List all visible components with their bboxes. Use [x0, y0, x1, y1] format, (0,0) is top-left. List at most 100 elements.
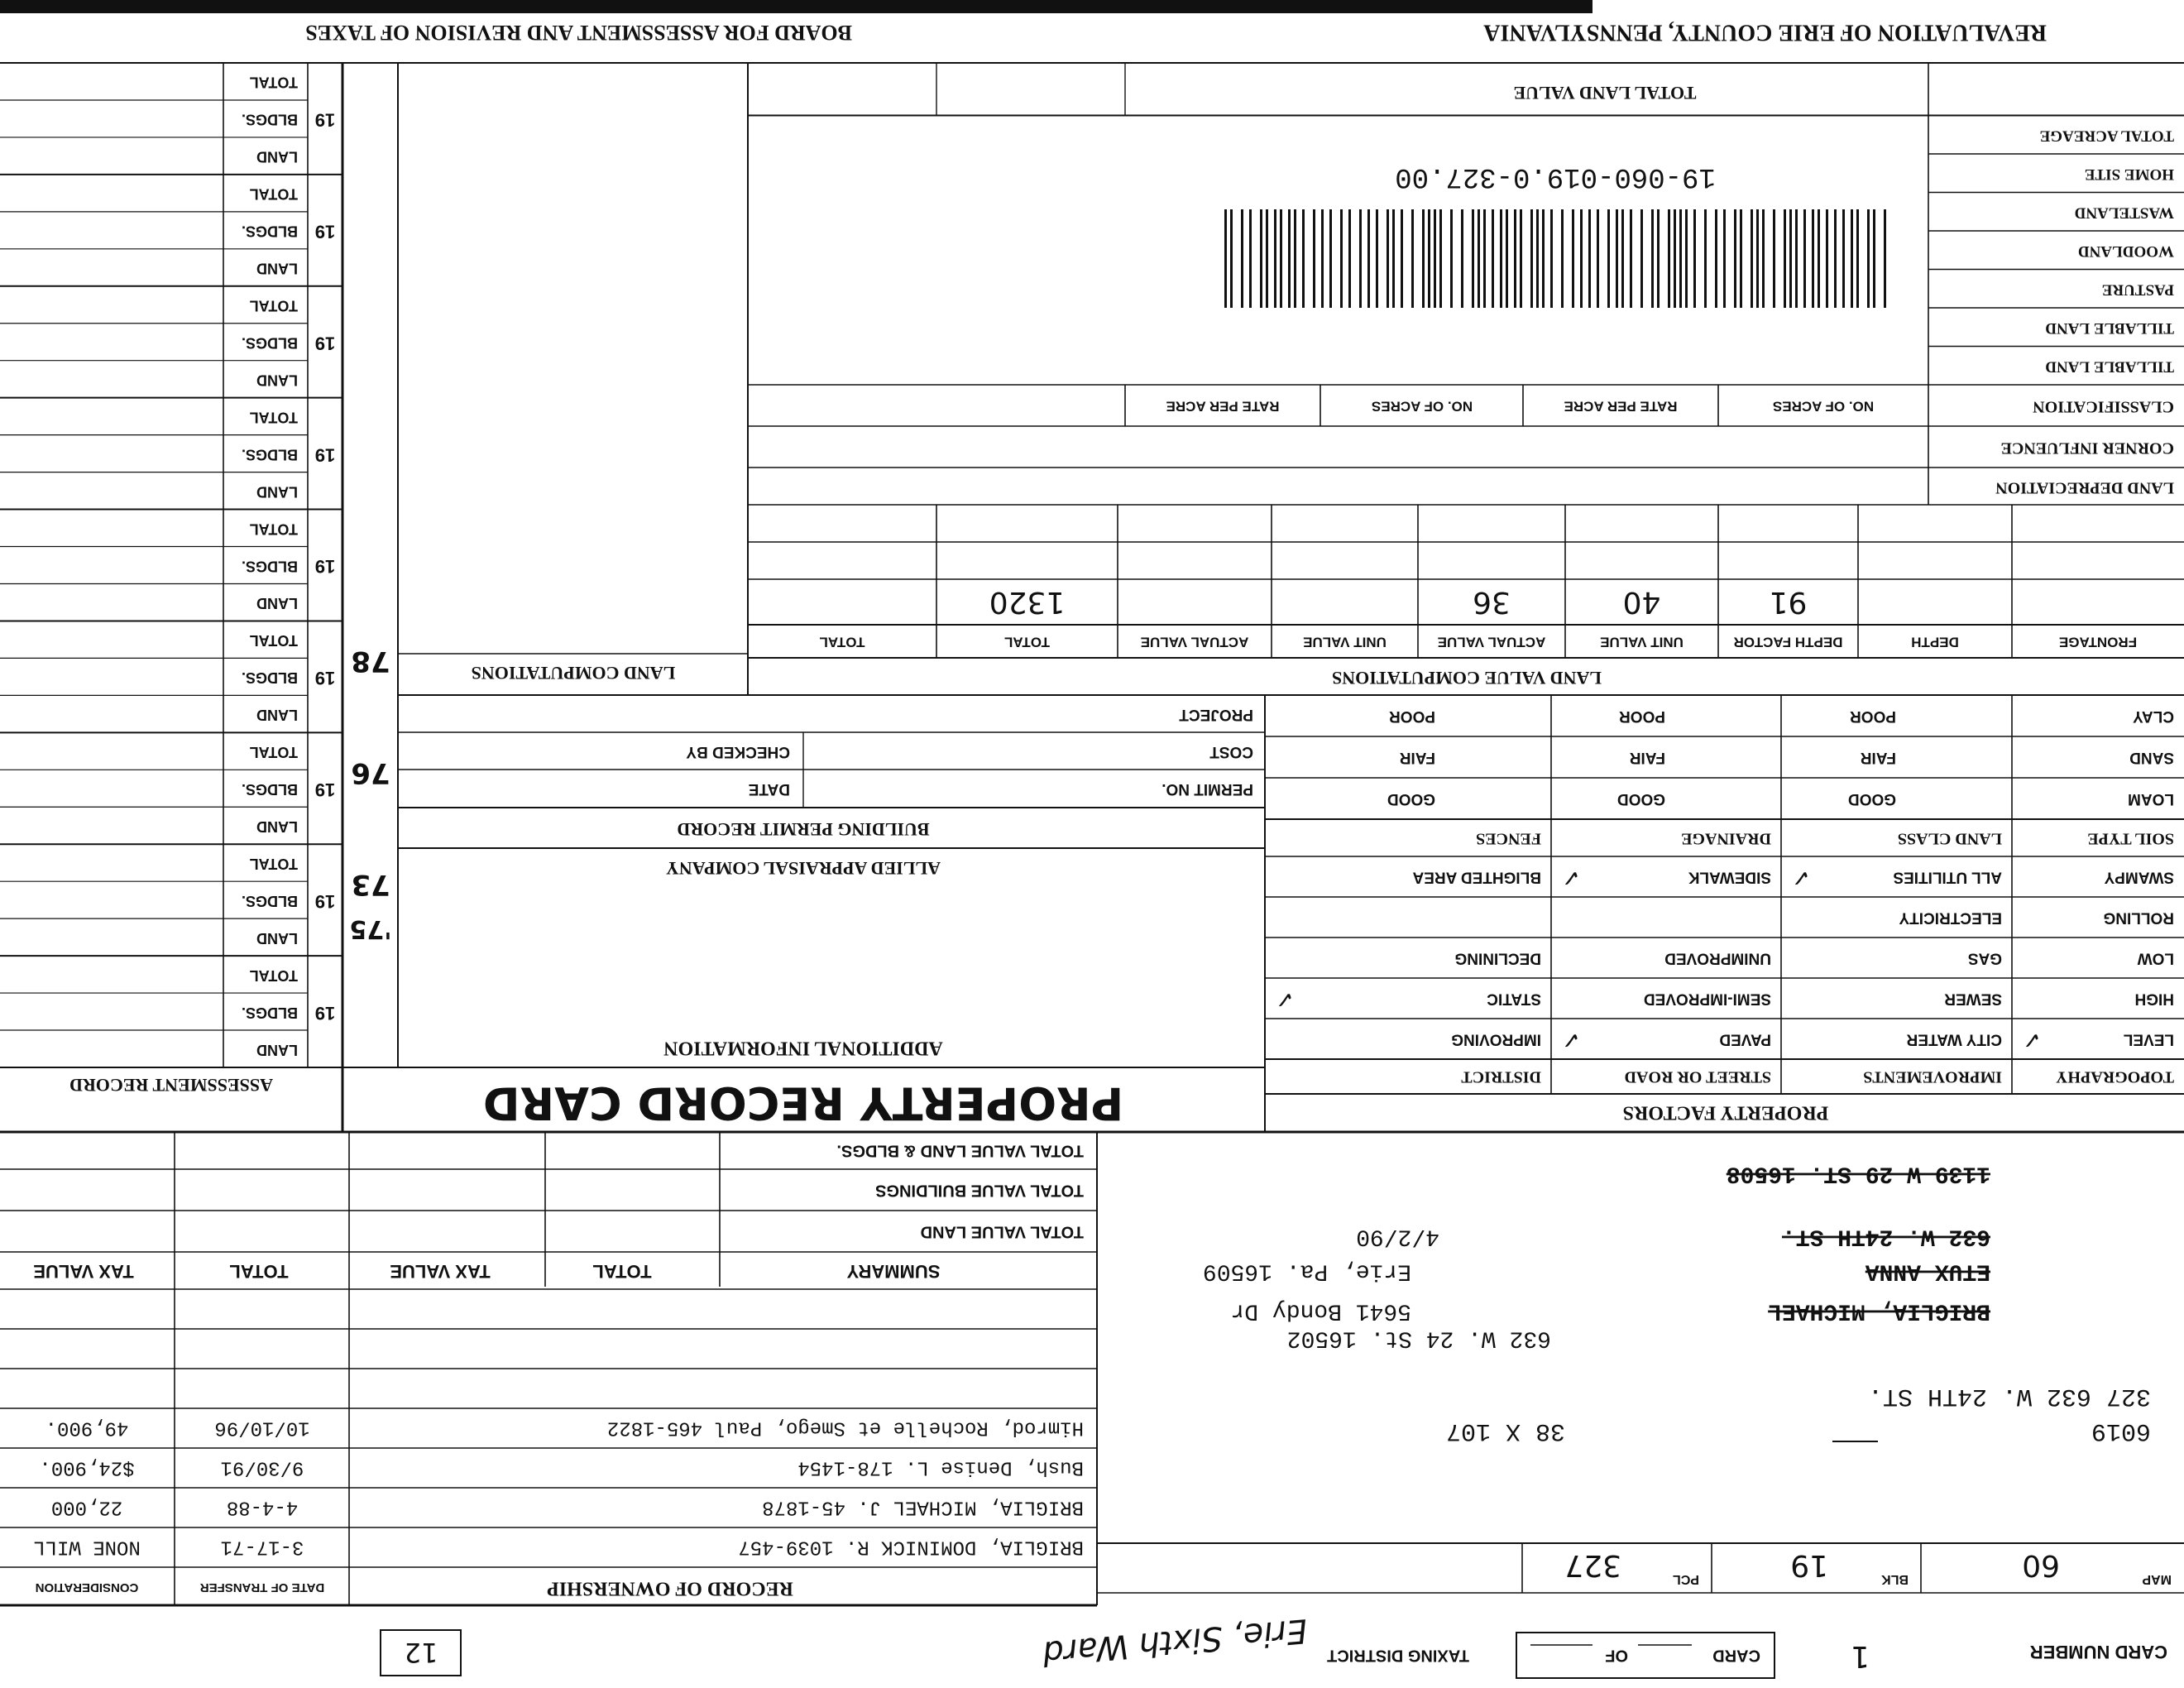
- barcode-bar: [1266, 209, 1268, 308]
- label: TAX VALUE: [33, 1261, 133, 1282]
- handwritten: 36: [1473, 585, 1511, 619]
- handwritten-year: 76: [351, 756, 390, 789]
- barcode-bar: [1715, 209, 1717, 308]
- barcode-bar: [1795, 209, 1798, 308]
- label: IMPROVEMENTS: [1863, 1067, 2002, 1086]
- label: TOTAL ACREAGE: [2040, 127, 2174, 145]
- handwritten: 40: [1623, 585, 1661, 619]
- row-label: BLDGS.: [242, 446, 298, 463]
- label: TOTAL LAND VALUE: [1514, 83, 1697, 103]
- consideration: $24,900.: [39, 1456, 134, 1479]
- barcode-bar: [1514, 209, 1516, 308]
- handwritten: 12: [405, 1637, 438, 1668]
- label: ALLIED APPRAISAL COMPANY: [666, 858, 941, 879]
- label: DATE: [749, 780, 790, 798]
- barcode-bar: [1773, 209, 1775, 308]
- column-header: UNIT VALUE: [1303, 635, 1387, 650]
- barcode-bar: [1230, 209, 1233, 308]
- factor: PAVED: [1719, 1030, 1771, 1048]
- row-label: TOTAL: [250, 520, 298, 537]
- label: TOTAL: [229, 1261, 288, 1282]
- row-label: TOTAL: [250, 74, 298, 91]
- row-label: BLDGS.: [242, 893, 298, 909]
- barcode-bar: [1392, 209, 1395, 308]
- label: 6019: [2091, 1417, 2151, 1445]
- row-label: BLDGS.: [242, 112, 298, 128]
- box: [1516, 1632, 1775, 1679]
- label: SUMMARY: [846, 1261, 940, 1282]
- column-header: TOTAL: [819, 635, 864, 650]
- owner-name: BRIGLIA, DOMINICK R. 1039-457: [738, 1536, 1084, 1558]
- barcode-bar: [1472, 209, 1474, 308]
- factor: FAIR: [1629, 749, 1665, 766]
- transfer-date: 3-17-71: [221, 1536, 304, 1558]
- factor: POOR: [1389, 707, 1435, 725]
- barcode-bar: [1224, 209, 1227, 308]
- barcode-bar: [1428, 209, 1430, 308]
- year-prefix: 19: [315, 668, 335, 688]
- row-label: LAND: [256, 372, 298, 388]
- label: CLASSIFICATION: [2033, 397, 2174, 415]
- column-header: DEPTH: [1911, 635, 1959, 650]
- barcode-bar: [1588, 209, 1591, 308]
- label: RECORD OF OWNERSHIP: [547, 1577, 793, 1599]
- factor: FAIR: [1399, 749, 1435, 766]
- year-prefix: 19: [315, 891, 335, 912]
- consideration: 49,900.: [46, 1417, 129, 1439]
- factor: ROLLING: [2104, 909, 2175, 926]
- barcode-bar: [1359, 209, 1362, 308]
- barcode-bar: [1434, 209, 1436, 308]
- label: BUILDING PERMIT RECORD: [677, 819, 929, 840]
- barcode-bar: [1762, 209, 1765, 308]
- handwritten: 327: [1564, 1548, 1621, 1582]
- label: SOIL TYPE: [2087, 829, 2174, 847]
- row-label: BLDGS.: [242, 781, 298, 798]
- year-prefix: 19: [315, 556, 335, 577]
- row-label: LAND: [256, 595, 298, 611]
- label: RATE PER ACRE: [1564, 399, 1678, 415]
- barcode-bar: [1851, 209, 1853, 308]
- row-label: LAND: [256, 149, 298, 165]
- row-label: TOTAL: [250, 967, 298, 984]
- label: OF: [1605, 1647, 1628, 1665]
- barcode-bar: [1260, 209, 1262, 308]
- barcode-bar: [1348, 209, 1351, 308]
- factor: SAND: [2129, 749, 2174, 766]
- barcode-bar: [1826, 209, 1828, 308]
- label: FENCES: [1476, 829, 1541, 847]
- label: TILLABLE LAND: [2045, 358, 2174, 376]
- owner-address: Erie, Pa. 16509: [1203, 1259, 1411, 1284]
- label: CONSIDERATION: [36, 1580, 139, 1594]
- label: CARD: [1712, 1647, 1760, 1665]
- barcode-bar: [1461, 209, 1463, 308]
- factor: GAS: [1968, 949, 2002, 966]
- barcode-bar: [1439, 209, 1442, 308]
- barcode-bar: [1241, 209, 1243, 308]
- label: PROJECT: [1179, 706, 1253, 723]
- column-header: DEPTH FACTOR: [1734, 635, 1843, 650]
- row-label: BLDGS.: [242, 223, 298, 240]
- barcode-bar: [1668, 209, 1670, 308]
- barcode-bar: [1621, 209, 1624, 308]
- label: PERMIT NO.: [1161, 780, 1253, 798]
- check-mark: ✓: [1561, 1027, 1580, 1054]
- barcode-bar: [1572, 209, 1574, 308]
- label: ADDITIONAL INFORMATION: [663, 1037, 943, 1058]
- barcode-bar: [1422, 209, 1425, 308]
- label: TOTAL VALUE BUILDINGS: [875, 1182, 1084, 1200]
- barcode-bar: [1751, 209, 1753, 308]
- label: PCL: [1673, 1572, 1699, 1586]
- label: TAXING DISTRICT: [1327, 1647, 1469, 1665]
- row-label: BLDGS.: [242, 334, 298, 351]
- factor: HIGH: [2135, 990, 2175, 1007]
- parcel-id: 19-060-019.0-327.00: [1395, 161, 1716, 192]
- column-header: ACTUAL VALUE: [1438, 635, 1546, 650]
- row-label: TOTAL: [250, 186, 298, 203]
- factor: ALL UTILITIES: [1893, 868, 2002, 885]
- barcode-bar: [1657, 209, 1660, 308]
- column-header: UNIT VALUE: [1600, 635, 1684, 650]
- barcode-bar: [1288, 209, 1291, 308]
- check-mark: ✓: [1561, 865, 1580, 892]
- label: WASTELAND: [2075, 204, 2174, 222]
- barcode-bar: [1536, 209, 1539, 308]
